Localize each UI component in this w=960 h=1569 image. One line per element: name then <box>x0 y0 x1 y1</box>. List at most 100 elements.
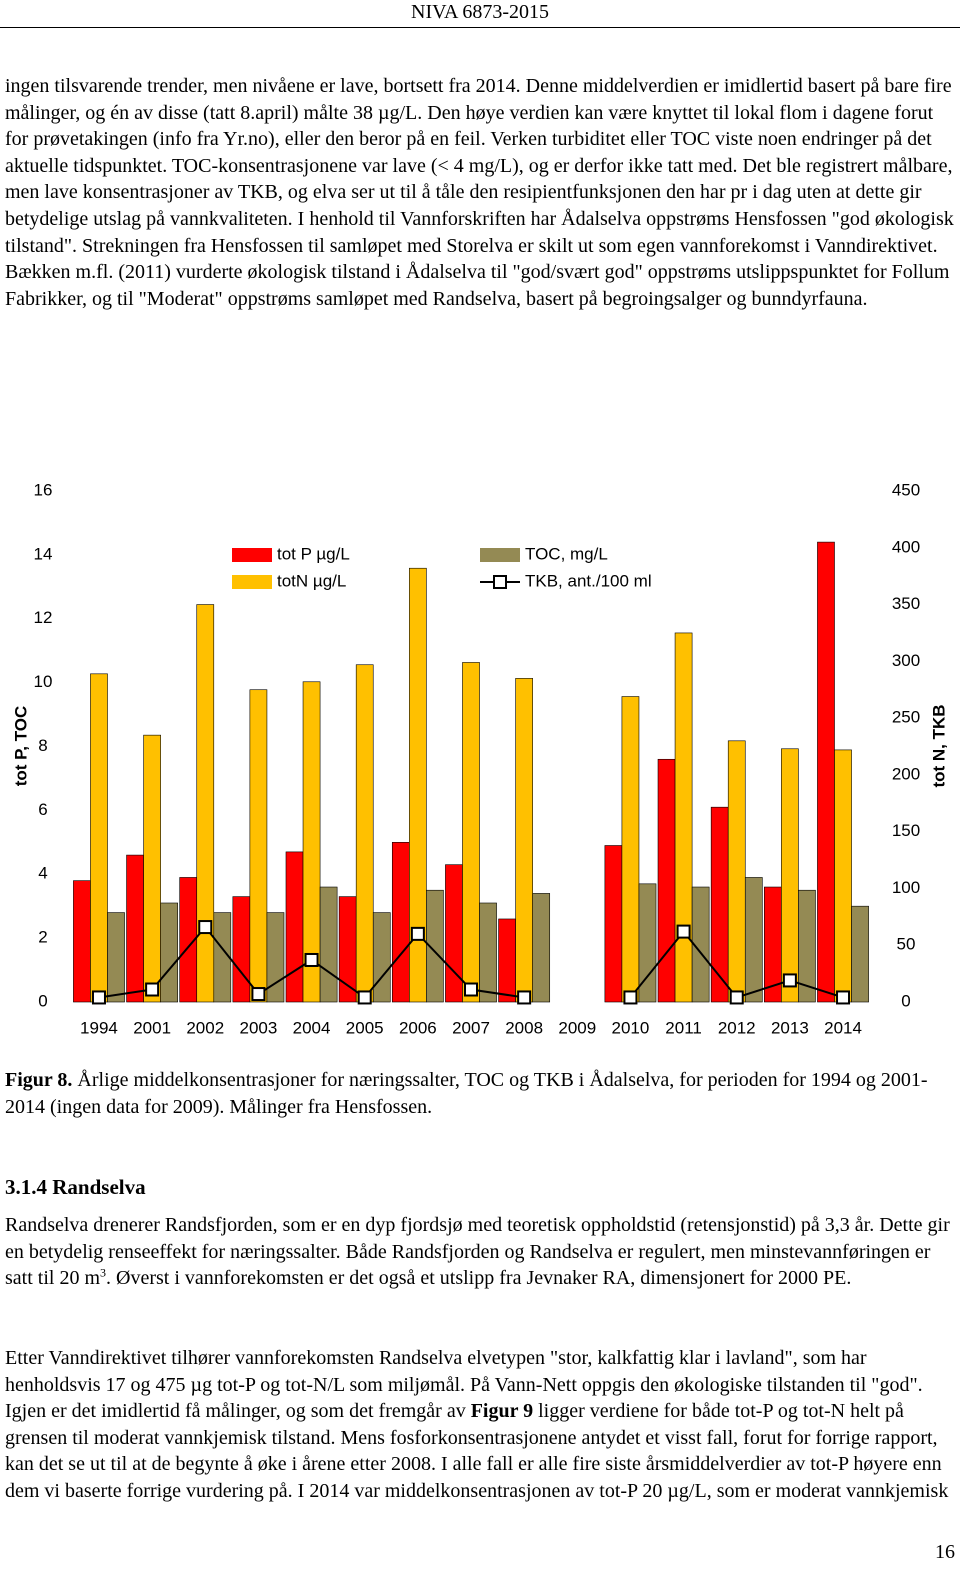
y-tick-label: 0 <box>38 991 47 1010</box>
marker <box>464 982 478 997</box>
x-tick-label: 2007 <box>452 1018 490 1037</box>
page-header: NIVA 6873-2015 <box>411 1 549 23</box>
bar <box>73 880 91 1003</box>
bar <box>462 662 480 1003</box>
marker <box>836 990 851 1005</box>
text: ligger verdiene for både tot-P og tot-N … <box>5 1400 949 1502</box>
bar <box>107 912 125 1003</box>
x-tick-label: 2014 <box>824 1018 862 1037</box>
x-tick-label: 2003 <box>239 1018 277 1037</box>
x-tick-label: 2004 <box>293 1018 331 1037</box>
y2-tick-label: 200 <box>892 764 920 783</box>
x-tick-label: 2006 <box>399 1018 437 1037</box>
x-tick-label: 2011 <box>665 1018 702 1037</box>
legend-swatch <box>480 548 520 562</box>
legend-marker <box>493 575 507 589</box>
bar <box>657 758 676 1003</box>
bar <box>90 673 108 1003</box>
figure-caption: Figur 8. Årlige middelkonsentrasjoner fo… <box>5 1067 955 1120</box>
bar <box>604 845 623 1003</box>
bar <box>143 734 161 1003</box>
marker <box>623 990 638 1005</box>
paragraph: Randselva drenerer Randsfjorden, som er … <box>5 1212 955 1292</box>
bar <box>498 918 516 1003</box>
legend-label: TOC, mg/L <box>525 544 608 563</box>
marker <box>676 924 691 939</box>
bar <box>532 893 551 1003</box>
y-tick-label: 2 <box>38 928 47 947</box>
y2-axis-title: tot N, TKB <box>929 704 948 787</box>
marker <box>91 990 106 1005</box>
y-tick-label: 12 <box>34 608 53 627</box>
legend-label: totN µg/L <box>277 571 346 590</box>
paragraph: ingen tilsvarende trender, men nivåene e… <box>5 75 954 310</box>
bar <box>160 902 178 1003</box>
bar <box>372 912 391 1003</box>
legend-label: tot P µg/L <box>277 544 350 563</box>
marker <box>304 952 319 967</box>
bar <box>232 896 251 1003</box>
bar <box>621 696 640 1003</box>
bar <box>426 889 444 1003</box>
y2-tick-label: 0 <box>901 991 910 1010</box>
bar <box>710 806 729 1003</box>
y-tick-label: 8 <box>38 736 47 755</box>
x-tick-label: 1994 <box>80 1018 118 1037</box>
x-tick-label: 2005 <box>346 1018 384 1037</box>
bar <box>445 864 463 1003</box>
bar <box>319 886 338 1003</box>
bar <box>817 541 835 1003</box>
y2-tick-label: 100 <box>892 878 920 897</box>
bar <box>213 912 232 1003</box>
legend-swatch <box>232 548 272 562</box>
marker <box>410 926 425 941</box>
y2-tick-label: 350 <box>892 594 920 613</box>
y2-tick-label: 50 <box>897 935 916 954</box>
y2-tick-label: 400 <box>892 537 920 556</box>
bar <box>691 886 710 1003</box>
x-tick-label: 2008 <box>505 1018 543 1037</box>
y-tick-label: 4 <box>38 864 47 883</box>
y-tick-label: 6 <box>38 800 47 819</box>
bar <box>285 851 304 1003</box>
bar <box>126 854 144 1003</box>
bar <box>409 567 427 1003</box>
text: Etter Vanndirektivet tilhører vannforeko… <box>5 1347 923 1423</box>
y-tick-label: 14 <box>34 544 53 563</box>
bar <box>196 604 215 1003</box>
bar <box>515 678 533 1003</box>
text: . Øverst i vannforekomsten er det også e… <box>106 1267 852 1290</box>
x-tick-label: 2009 <box>558 1018 596 1037</box>
y2-tick-label: 150 <box>892 821 920 840</box>
marker <box>198 920 213 935</box>
marker <box>251 987 266 1002</box>
y-tick-label: 10 <box>34 672 53 691</box>
y-tick-label: 16 <box>34 480 53 499</box>
bar <box>302 681 321 1003</box>
page-number: 16 <box>935 1541 955 1563</box>
caption-text: Årlige middelkonsentrasjoner for nærings… <box>5 1069 928 1118</box>
bar <box>266 912 285 1003</box>
x-tick-label: 2010 <box>612 1018 650 1037</box>
marker <box>729 990 744 1005</box>
caption-label: Figur 8. <box>5 1069 73 1091</box>
bar <box>249 689 268 1003</box>
bar <box>744 877 763 1003</box>
y2-tick-label: 250 <box>892 708 920 727</box>
paragraph: Etter Vanndirektivet tilhører vannforeko… <box>5 1345 955 1505</box>
marker <box>782 973 797 988</box>
marker <box>357 990 372 1005</box>
bar <box>834 749 852 1003</box>
bar <box>851 905 869 1003</box>
figure-ref: Figur 9 <box>470 1400 534 1423</box>
marker <box>145 982 160 997</box>
bar <box>479 902 497 1003</box>
bar <box>674 632 693 1003</box>
x-tick-label: 2002 <box>186 1018 224 1037</box>
bar <box>355 664 374 1003</box>
x-tick-label: 2013 <box>771 1018 809 1037</box>
header-rule <box>0 27 960 28</box>
x-tick-label: 2012 <box>718 1018 756 1037</box>
